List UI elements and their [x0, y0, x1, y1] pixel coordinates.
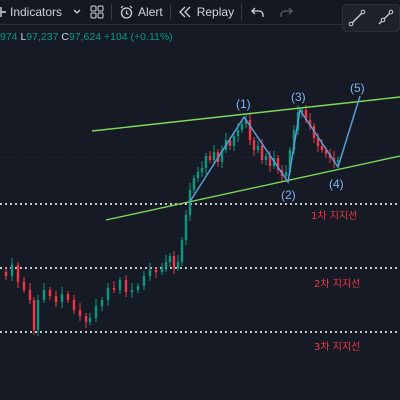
- candle-body: [125, 280, 127, 292]
- wave-label-4: (4): [329, 177, 344, 191]
- candle-body: [261, 146, 263, 160]
- close-label: C: [61, 31, 69, 43]
- candle-body: [79, 310, 81, 316]
- candle-body: [265, 156, 267, 160]
- candle-body: [337, 160, 339, 162]
- candle-body: [285, 172, 287, 176]
- wave-label-2: (2): [281, 188, 296, 202]
- wave-label-5: (5): [350, 81, 365, 95]
- candle-body: [49, 290, 51, 296]
- candle-body: [321, 146, 323, 150]
- undo-button[interactable]: [251, 0, 265, 24]
- grid-layout-icon: [90, 5, 104, 19]
- close-value: 97,624: [69, 31, 101, 43]
- candle-body: [249, 120, 251, 140]
- candle-body: [233, 136, 235, 146]
- candle-body: [5, 272, 7, 276]
- candle-body: [119, 280, 121, 290]
- candle-body: [209, 156, 211, 160]
- ray-line-icon[interactable]: [376, 9, 394, 27]
- low-value: 97,237: [26, 31, 58, 43]
- support-label-2: 2차 지지선: [314, 275, 360, 290]
- wave-label-1: (1): [236, 97, 251, 111]
- candle-body: [17, 265, 19, 282]
- candle-body: [137, 286, 139, 290]
- candle-body: [37, 300, 39, 330]
- candle-body: [185, 215, 187, 240]
- undo-icon: [251, 6, 265, 18]
- layout-button[interactable]: [90, 0, 104, 24]
- candle-body: [149, 270, 151, 276]
- candle-body: [55, 296, 57, 302]
- replay-icon: [178, 6, 192, 18]
- candle-body: [169, 256, 171, 262]
- candle-body: [253, 140, 255, 150]
- candle-body: [213, 152, 215, 160]
- candle-body: [181, 240, 183, 262]
- candle-body: [95, 306, 97, 318]
- toolbar-divider: [111, 4, 112, 20]
- indicators-dropdown[interactable]: [72, 0, 82, 24]
- candle-body: [29, 290, 31, 300]
- alert-button[interactable]: Alert: [119, 0, 163, 24]
- change-value: +104 (+0.11%): [104, 31, 173, 43]
- candle-body: [177, 262, 179, 268]
- toolbar-divider: [170, 4, 171, 20]
- replay-label: Replay: [197, 5, 234, 19]
- chart-type-button[interactable]: [0, 0, 10, 24]
- candle-body: [143, 276, 145, 286]
- alert-label: Alert: [138, 5, 163, 19]
- candle-body: [173, 256, 175, 268]
- drawing-overlays: [92, 96, 400, 220]
- replay-button[interactable]: Replay: [178, 0, 234, 24]
- alert-clock-icon: [119, 5, 134, 20]
- candle-body: [241, 124, 243, 130]
- indicators-label: Indicators: [10, 5, 62, 19]
- candle-body: [11, 265, 13, 276]
- support-label-1: 1차 지지선: [311, 207, 357, 222]
- candle-body: [237, 130, 239, 136]
- candle-body: [257, 146, 259, 150]
- candle-body: [85, 316, 87, 322]
- candle-body: [23, 282, 25, 290]
- wave-label-3: (3): [291, 90, 306, 104]
- candle-body: [113, 288, 115, 290]
- candle-body: [89, 318, 91, 322]
- candle-body: [33, 300, 35, 330]
- chart-type-icon: [0, 5, 10, 19]
- top-toolbar: Indicators Alert: [0, 0, 400, 25]
- redo-icon: [279, 6, 293, 18]
- ohlc-legend: 974 L97,237 C97,624 +104 (+0.11%): [0, 31, 173, 43]
- drawing-tools-panel: [342, 4, 400, 32]
- trend-line-icon[interactable]: [348, 9, 366, 27]
- candle-body: [61, 294, 63, 302]
- candle-body: [73, 300, 75, 310]
- candle-body: [193, 178, 195, 190]
- candle-body: [43, 290, 45, 300]
- chevron-down-icon: [72, 7, 82, 17]
- support-label-3: 3차 지지선: [314, 338, 360, 353]
- candle-body: [101, 300, 103, 306]
- candle-body: [131, 290, 133, 292]
- candle-body: [201, 168, 203, 172]
- candle-body: [205, 156, 207, 168]
- candle-body: [107, 288, 109, 300]
- candle-body: [155, 270, 157, 272]
- candle-body: [197, 172, 199, 178]
- open-value: 974: [0, 31, 18, 43]
- candle-body: [165, 262, 167, 268]
- redo-button[interactable]: [279, 0, 293, 24]
- candle-body: [67, 294, 69, 300]
- toolbar-divider: [241, 4, 242, 20]
- candle-body: [161, 268, 163, 272]
- candles: [5, 105, 339, 336]
- indicators-button[interactable]: Indicators: [10, 0, 62, 24]
